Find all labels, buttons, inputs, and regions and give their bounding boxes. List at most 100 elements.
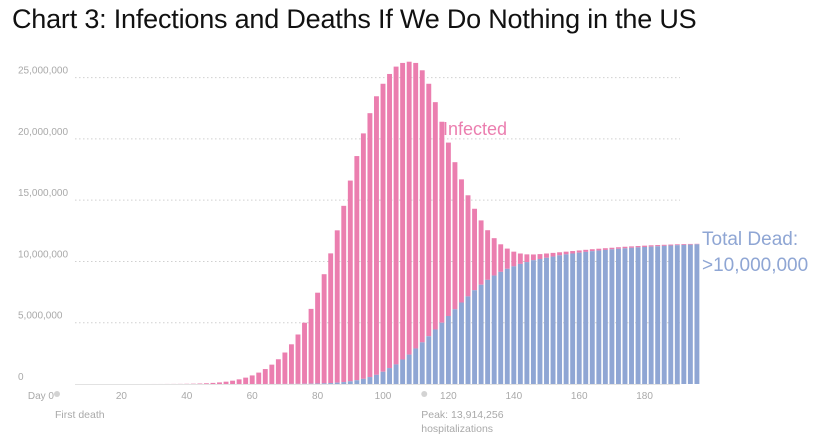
bar-infected xyxy=(687,243,693,245)
bar-dead xyxy=(485,279,491,384)
bar-dead xyxy=(419,342,425,384)
x-tick-label: 100 xyxy=(375,391,392,402)
bar-dead xyxy=(400,359,406,384)
bar-infected xyxy=(321,274,327,384)
bar-dead xyxy=(426,336,432,384)
bar-dead xyxy=(432,329,438,384)
bar-infected xyxy=(380,83,386,372)
bar-dead xyxy=(445,315,451,384)
bar-dead xyxy=(655,246,661,384)
bar-infected xyxy=(465,195,471,297)
bar-dead xyxy=(406,354,412,384)
x-tick-label: Day 0 xyxy=(28,391,55,402)
bar-infected xyxy=(530,254,536,261)
bar-dead xyxy=(687,244,693,384)
bar-infected xyxy=(236,379,242,384)
x-tick-labels: Day 0 20 40 60 80 100 120 140 160 180 xyxy=(28,391,654,402)
bar-infected xyxy=(230,380,236,384)
bar-infected xyxy=(275,359,281,384)
bar-dead xyxy=(609,249,615,384)
bar-dead xyxy=(387,368,392,384)
bar-dead xyxy=(530,260,536,384)
bar-dead xyxy=(668,245,674,384)
bar-infected xyxy=(596,248,602,251)
bar-infected xyxy=(563,251,569,255)
bar-infected xyxy=(282,352,288,384)
bar-infected xyxy=(393,66,399,365)
bar-infected xyxy=(223,381,229,384)
bar-infected xyxy=(374,96,379,375)
bar-dead xyxy=(334,382,340,384)
y-tick-label: 0 xyxy=(18,372,24,383)
bar-dead xyxy=(642,246,648,384)
bar-infected xyxy=(256,372,262,384)
bar-dead xyxy=(504,268,510,384)
bar-infected xyxy=(328,253,334,384)
bar-dead xyxy=(465,296,471,384)
bar-infected xyxy=(583,249,589,252)
bar-infected xyxy=(668,244,674,246)
bar-dead xyxy=(478,284,484,384)
infected-series-label: Infected xyxy=(443,119,507,139)
bar-infected xyxy=(459,179,464,303)
bar-infected xyxy=(504,248,510,269)
bar-dead xyxy=(537,259,543,384)
bar-dead xyxy=(347,381,353,384)
bar-infected xyxy=(478,220,484,285)
bar-infected xyxy=(295,334,301,384)
bar-group xyxy=(145,61,700,384)
bar-infected xyxy=(210,382,216,384)
bar-dead xyxy=(380,371,386,384)
bar-dead xyxy=(583,251,589,384)
bar-dead xyxy=(576,252,582,384)
x-tick-label: 20 xyxy=(116,391,128,402)
bar-dead xyxy=(544,257,549,384)
bar-infected xyxy=(602,248,608,250)
x-tick-label: 140 xyxy=(505,391,522,402)
bar-infected xyxy=(615,247,621,249)
bar-dead xyxy=(328,383,334,384)
bar-infected xyxy=(681,244,687,245)
bar-dead xyxy=(524,262,530,384)
bar-infected xyxy=(354,156,360,381)
bar-infected xyxy=(609,247,615,250)
bar-dead xyxy=(459,302,464,384)
bar-dead xyxy=(557,255,563,384)
bar-infected xyxy=(269,364,275,384)
bar-infected xyxy=(472,208,478,291)
peak-label-line1: Peak: 13,914,256 xyxy=(421,409,503,421)
bar-dead xyxy=(615,248,621,384)
x-tick-label: 60 xyxy=(247,391,259,402)
x-tick-label: 120 xyxy=(440,391,457,402)
peak-marker xyxy=(421,391,428,397)
bar-dead xyxy=(563,254,569,384)
peak-label-line2: hospitalizations xyxy=(421,423,493,435)
bar-infected xyxy=(426,83,432,337)
bar-dead xyxy=(367,377,373,384)
x-tick-label: 180 xyxy=(636,391,653,402)
y-tick-label: 5,000,000 xyxy=(18,311,63,322)
bar-infected xyxy=(302,322,307,384)
bar-dead xyxy=(452,309,458,384)
bar-infected xyxy=(550,252,556,257)
bar-dead xyxy=(596,250,602,384)
bar-dead xyxy=(674,245,680,384)
bar-dead xyxy=(629,247,634,384)
y-tick-label: 15,000,000 xyxy=(18,188,68,199)
bar-infected xyxy=(557,252,563,256)
bar-infected xyxy=(360,133,366,379)
bar-infected xyxy=(452,162,458,310)
bar-infected xyxy=(511,251,517,267)
bar-infected xyxy=(491,238,497,276)
y-tick-label: 10,000,000 xyxy=(18,249,68,260)
first-death-label: First death xyxy=(55,409,105,421)
bar-infected xyxy=(544,253,549,258)
bar-infected xyxy=(498,244,504,272)
bar-infected xyxy=(262,369,268,384)
bar-infected xyxy=(347,180,353,382)
bar-dead xyxy=(635,247,641,384)
bar-infected xyxy=(308,308,314,384)
bar-infected xyxy=(642,245,648,247)
bar-infected xyxy=(406,61,412,355)
y-tick-label: 20,000,000 xyxy=(18,127,68,138)
